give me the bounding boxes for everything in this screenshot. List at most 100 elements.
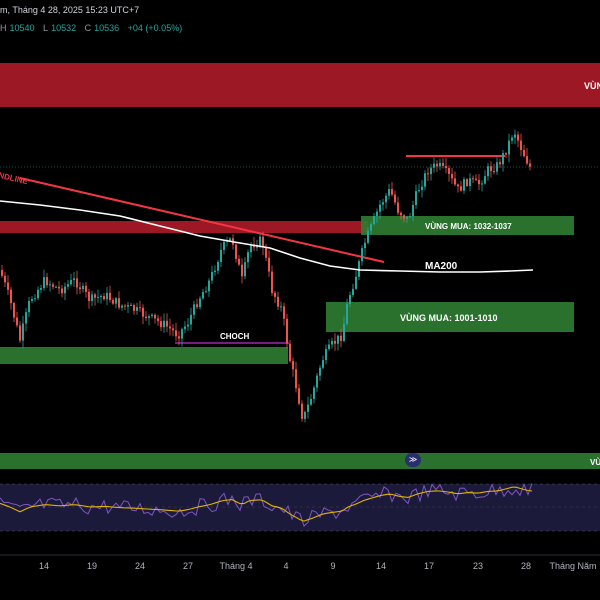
candle-body: [316, 375, 318, 388]
candle-body: [421, 186, 423, 191]
candle-body: [214, 270, 216, 272]
candle-body: [130, 304, 132, 306]
candle-body: [301, 403, 303, 419]
candle-body: [502, 153, 504, 165]
candle-body: [490, 166, 492, 172]
ohlc-h-label: H: [0, 23, 7, 33]
candle-body: [376, 211, 378, 217]
candle-body: [484, 176, 486, 184]
candle-body: [124, 305, 126, 307]
ohlc-c-label: C: [84, 23, 92, 33]
bottom-zone: [0, 453, 600, 469]
candle-body: [304, 411, 306, 419]
candle-body: [382, 202, 384, 205]
candle-body: [379, 204, 381, 212]
candle-body: [505, 153, 507, 155]
candle-body: [76, 278, 78, 288]
candle-body: [43, 277, 45, 289]
candle-body: [268, 257, 270, 272]
candle-body: [346, 303, 348, 325]
candle-body: [418, 190, 420, 192]
candle-body: [223, 241, 225, 250]
candle-body: [52, 284, 54, 287]
candle-body: [85, 285, 87, 292]
candle-body: [349, 295, 351, 304]
buy-zone-2-label: VÙNG MUA: 1001-1010: [400, 312, 498, 323]
candle-body: [163, 320, 165, 328]
candle-body: [295, 369, 297, 389]
candle-body: [94, 294, 96, 298]
candle-body: [97, 296, 99, 298]
candle-body: [112, 299, 114, 304]
candle-body: [367, 230, 369, 243]
candle-body: [286, 318, 288, 344]
x-tick-label: Tháng 4: [219, 561, 252, 571]
candle-body: [19, 325, 21, 341]
candle-body: [145, 316, 147, 319]
candle-body: [337, 335, 339, 344]
candle-body: [493, 171, 495, 173]
trendline-label: NDLINE: [0, 171, 29, 187]
candle-body: [433, 163, 435, 168]
candle-body: [343, 324, 345, 341]
candle-body: [241, 264, 243, 277]
candle-body: [340, 335, 342, 341]
candle-body: [409, 216, 411, 218]
candle-body: [121, 305, 123, 308]
candle-body: [370, 223, 372, 231]
choch-label: CHOCH: [220, 332, 250, 341]
candle-body: [136, 307, 138, 311]
candle-body: [271, 271, 273, 293]
candle-body: [460, 186, 462, 191]
candle-body: [289, 343, 291, 362]
x-tick-label: 28: [521, 561, 531, 571]
candle-body: [487, 166, 489, 177]
candle-body: [352, 288, 354, 296]
candle-body: [481, 183, 483, 185]
candle-body: [220, 249, 222, 262]
x-tick-label: 14: [376, 561, 386, 571]
ohlc-high: 10540: [9, 23, 35, 33]
candle-body: [190, 314, 192, 325]
candle-body: [448, 168, 450, 174]
candle-body: [436, 163, 438, 167]
candle-body: [406, 216, 408, 219]
candle-body: [115, 298, 117, 304]
candle-body: [37, 289, 39, 299]
candle-body: [520, 140, 522, 151]
candle-body: [61, 288, 63, 294]
candle-body: [31, 299, 33, 301]
buy-zone-1: [361, 216, 574, 235]
candle-body: [439, 162, 441, 167]
candle-body: [118, 298, 120, 308]
candle-body: [475, 178, 477, 180]
candle-body: [238, 258, 240, 265]
candle-body: [334, 340, 336, 344]
resistance-band: [0, 221, 368, 233]
chart-header-title: m, Tháng 4 28, 2025 15:23 UTC+7: [0, 5, 140, 15]
candle-body: [388, 189, 390, 196]
candle-body: [25, 312, 27, 324]
candle-body: [526, 156, 528, 164]
candle-body: [415, 191, 417, 205]
candle-body: [49, 284, 51, 286]
candle-body: [13, 303, 15, 318]
support-band: [0, 347, 288, 364]
ma200-line: [0, 200, 534, 273]
candle-body: [355, 276, 357, 289]
candle-body: [499, 162, 501, 165]
candle-body: [55, 286, 57, 288]
candle-body: [310, 398, 312, 405]
x-axis-ticks: 14 19 24 27 Tháng 4 4 9 14 17 23 28 Tháng Năm: [39, 561, 597, 571]
x-tick-label: 9: [330, 561, 335, 571]
candle-body: [199, 298, 201, 308]
candle-body: [358, 261, 360, 277]
candle-body: [454, 178, 456, 185]
x-tick-label: 19: [87, 561, 97, 571]
candle-body: [364, 242, 366, 249]
rsi-collapse-button[interactable]: ≫: [405, 453, 421, 467]
rsi-band: [0, 484, 600, 531]
rsi-ma-line: [0, 486, 533, 522]
x-tick-label: Tháng Năm: [549, 561, 596, 571]
